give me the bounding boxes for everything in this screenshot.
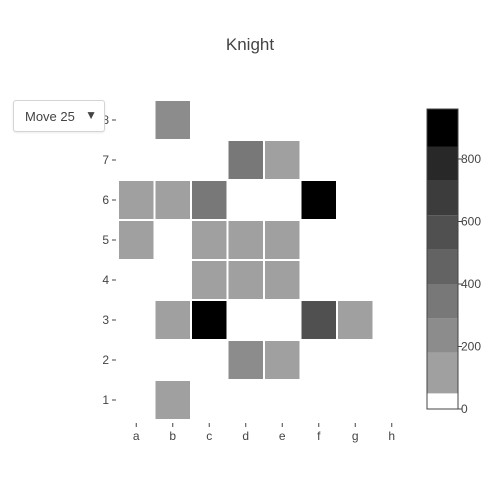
x-tick-label-e: e <box>279 429 286 443</box>
y-tick-label-2: 2 <box>102 353 109 367</box>
x-tick-label-a: a <box>133 429 140 443</box>
x-tick-label-g: g <box>352 429 359 443</box>
colorbar-band-4 <box>427 250 458 284</box>
move-select-label: Move 25 <box>25 109 75 124</box>
x-tick-label-b: b <box>169 429 176 443</box>
colorbar-band-0 <box>427 393 458 409</box>
heatmap-cell-a6 <box>119 181 154 219</box>
colorbar-tick-label-800: 800 <box>461 152 481 166</box>
heatmap-cell-d5 <box>229 221 264 259</box>
move-select-dropdown[interactable]: Move 25 ▼ <box>13 100 105 132</box>
x-axis: a b c d e f g h <box>133 423 395 443</box>
colorbar-band-8 <box>427 109 458 147</box>
heatmap-cell-b3 <box>156 301 191 339</box>
heatmap-cell-b8 <box>156 101 191 139</box>
heatmap-cells <box>119 101 373 419</box>
heatmap-cell-c6 <box>192 181 227 219</box>
chart-title: Knight <box>226 35 274 54</box>
x-tick-label-h: h <box>388 429 395 443</box>
heatmap-cell-b6 <box>156 181 191 219</box>
colorbar-band-6 <box>427 181 458 215</box>
heatmap-cell-e2 <box>265 341 300 379</box>
heatmap-cell-e5 <box>265 221 300 259</box>
y-tick-label-6: 6 <box>102 193 109 207</box>
x-tick-label-d: d <box>242 429 249 443</box>
heatmap-cell-f3 <box>302 301 337 339</box>
colorbar-tick-label-600: 600 <box>461 215 481 229</box>
y-tick-label-5: 5 <box>102 233 109 247</box>
heatmap-cell-d2 <box>229 341 264 379</box>
heatmap-cell-c5 <box>192 221 227 259</box>
colorbar: 0 200 400 600 800 <box>427 109 481 416</box>
colorbar-band-3 <box>427 284 458 318</box>
y-tick-label-3: 3 <box>102 313 109 327</box>
heatmap-cell-f6 <box>302 181 337 219</box>
triangle-down-icon: ▼ <box>85 108 97 122</box>
colorbar-band-2 <box>427 318 458 352</box>
heatmap-cell-b1 <box>156 381 191 419</box>
heatmap-cell-e7 <box>265 141 300 179</box>
colorbar-band-5 <box>427 215 458 249</box>
colorbar-tick-label-400: 400 <box>461 277 481 291</box>
heatmap-cell-a5 <box>119 221 154 259</box>
colorbar-band-7 <box>427 147 458 181</box>
y-tick-label-4: 4 <box>102 273 109 287</box>
heatmap-cell-d7 <box>229 141 264 179</box>
y-tick-label-1: 1 <box>102 393 109 407</box>
heatmap-cell-c3 <box>192 301 227 339</box>
heatmap-cell-c4 <box>192 261 227 299</box>
heatmap-cell-e4 <box>265 261 300 299</box>
colorbar-band-1 <box>427 353 458 394</box>
colorbar-tick-label-0: 0 <box>461 402 468 416</box>
y-tick-label-7: 7 <box>102 153 109 167</box>
x-tick-label-f: f <box>317 429 321 443</box>
colorbar-tick-label-200: 200 <box>461 340 481 354</box>
heatmap-cell-d4 <box>229 261 264 299</box>
x-tick-label-c: c <box>206 429 212 443</box>
heatmap-cell-g3 <box>338 301 373 339</box>
